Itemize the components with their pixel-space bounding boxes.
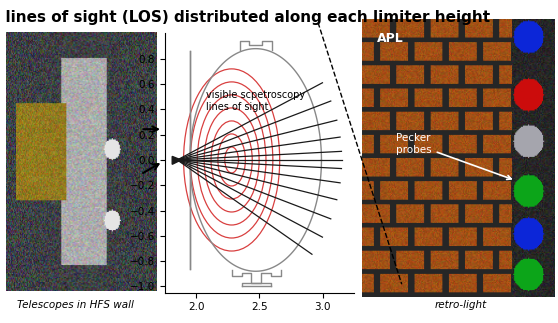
Text: Telescopes in HFS wall: Telescopes in HFS wall [17, 300, 134, 310]
Polygon shape [172, 156, 181, 164]
Text: APL: APL [377, 32, 404, 45]
Text: Pecker
probes: Pecker probes [396, 133, 511, 180]
Text: visible scpetroscopy
lines of sight: visible scpetroscopy lines of sight [206, 90, 305, 112]
Text: retro-light: retro-light [434, 300, 487, 310]
Text: 12 lines of sight (LOS) distributed along each limiter height: 12 lines of sight (LOS) distributed alon… [0, 10, 490, 25]
